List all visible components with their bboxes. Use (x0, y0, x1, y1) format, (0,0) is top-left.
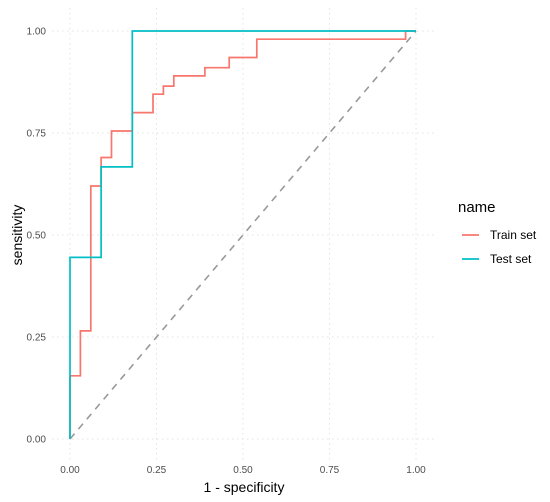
x-tick-label: 0.50 (233, 465, 253, 476)
y-tick-label: 0.75 (27, 129, 47, 140)
y-tick-label: 0.00 (27, 435, 47, 446)
x-tick-label: 1.00 (406, 465, 426, 476)
x-axis-title: 1 - specificity (204, 479, 285, 495)
y-axis-title: sensitivity (9, 205, 25, 266)
grid-lines (52, 8, 434, 460)
reference-diagonal-line (69, 30, 417, 440)
x-tick-label: 0.00 (60, 465, 80, 476)
x-axis-ticks: 0.00 0.25 0.50 0.75 1.00 (60, 465, 426, 476)
legend: name Train set Test set (458, 199, 537, 266)
y-tick-label: 1.00 (27, 27, 47, 38)
series-line-test-set (69, 30, 416, 439)
x-tick-label: 0.25 (147, 465, 167, 476)
series-line-train-set (69, 30, 416, 439)
legend-title: name (458, 199, 496, 216)
y-axis-ticks: 0.00 0.25 0.50 0.75 1.00 (27, 27, 47, 446)
legend-label: Train set (490, 228, 537, 242)
legend-items: Train set Test set (462, 228, 537, 266)
series-layer (69, 30, 416, 439)
reference-line-layer (69, 30, 417, 440)
y-tick-label: 0.50 (27, 231, 47, 242)
legend-label: Test set (490, 252, 532, 266)
y-tick-label: 0.25 (27, 333, 47, 344)
x-tick-label: 0.75 (320, 465, 340, 476)
